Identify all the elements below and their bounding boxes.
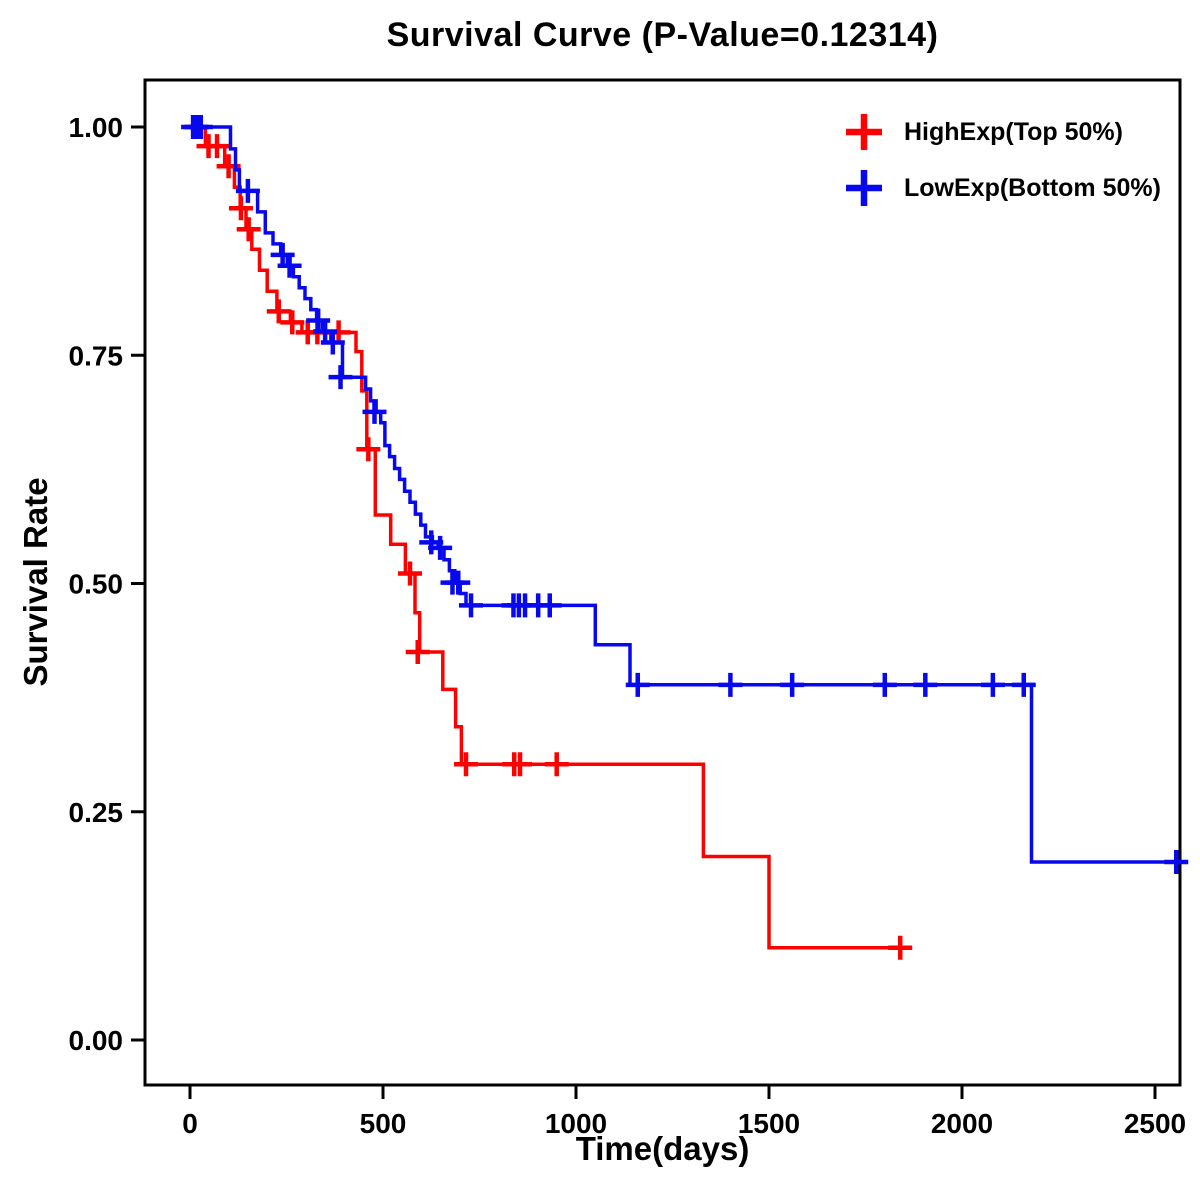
censor-mark-icon [508,752,533,777]
censor-mark-icon [236,217,261,242]
censor-mark-icon [328,365,353,390]
y-tick-label: 1.00 [69,112,124,143]
censor-mark-icon [188,115,213,139]
legend-entry: HighExp(Top 50%) [842,112,1161,152]
censor-mark-icon [780,672,805,697]
x-tick-label: 0 [182,1108,198,1139]
legend-entry: LowExp(Bottom 50%) [842,168,1161,208]
censor-mark-icon [718,672,743,697]
censor-mark-icon [537,593,562,618]
x-tick-label: 500 [360,1108,407,1139]
censor-mark-icon [362,399,387,424]
y-tick-label: 0.00 [69,1025,124,1056]
chart-title: Survival Curve (P-Value=0.12314) [386,16,939,54]
censor-mark-icon [446,570,471,595]
censor-mark-icon [235,178,260,203]
y-tick-label: 0.50 [69,569,124,600]
x-axis-label: Time(days) [575,1130,750,1167]
legend-plus-icon [846,170,882,206]
x-tick-label: 2000 [931,1108,993,1139]
survival-step-line [190,125,1179,864]
legend-plus-icon [846,114,882,150]
censor-mark-icon [872,672,897,697]
survival-step-line [190,125,901,950]
censor-mark-icon [398,561,423,586]
censor-mark-icon [453,752,478,777]
censor-mark-icon [266,299,291,324]
censor-mark-icon [205,134,230,159]
censor-mark-icon [320,330,345,355]
censor-mark-icon [980,672,1005,697]
legend-label: LowExp(Bottom 50%) [904,173,1161,202]
censor-mark-icon [625,672,650,697]
y-tick-label: 0.25 [69,797,124,828]
censor-mark-icon [277,253,302,278]
censor-mark-icon [405,639,430,664]
censor-mark-icon [1164,849,1189,874]
censor-mark-icon [888,935,913,960]
censor-mark-icon [913,672,938,697]
censor-mark-icon [1011,672,1036,697]
x-tick-label: 1000 [545,1108,607,1139]
censor-mark-icon [228,196,253,221]
censor-mark-icon [356,437,381,462]
censor-mark-icon [428,535,453,560]
x-tick-label: 2500 [1124,1108,1186,1139]
x-tick-label: 1500 [738,1108,800,1139]
y-tick-label: 0.75 [69,340,124,371]
legend-label: HighExp(Top 50%) [904,117,1123,146]
plot-border [143,78,1182,1087]
censor-mark-icon [459,593,484,618]
legend: HighExp(Top 50%) LowExp(Bottom 50%) [842,112,1161,208]
censor-mark-icon [544,752,569,777]
censor-mark-icon [280,310,305,335]
